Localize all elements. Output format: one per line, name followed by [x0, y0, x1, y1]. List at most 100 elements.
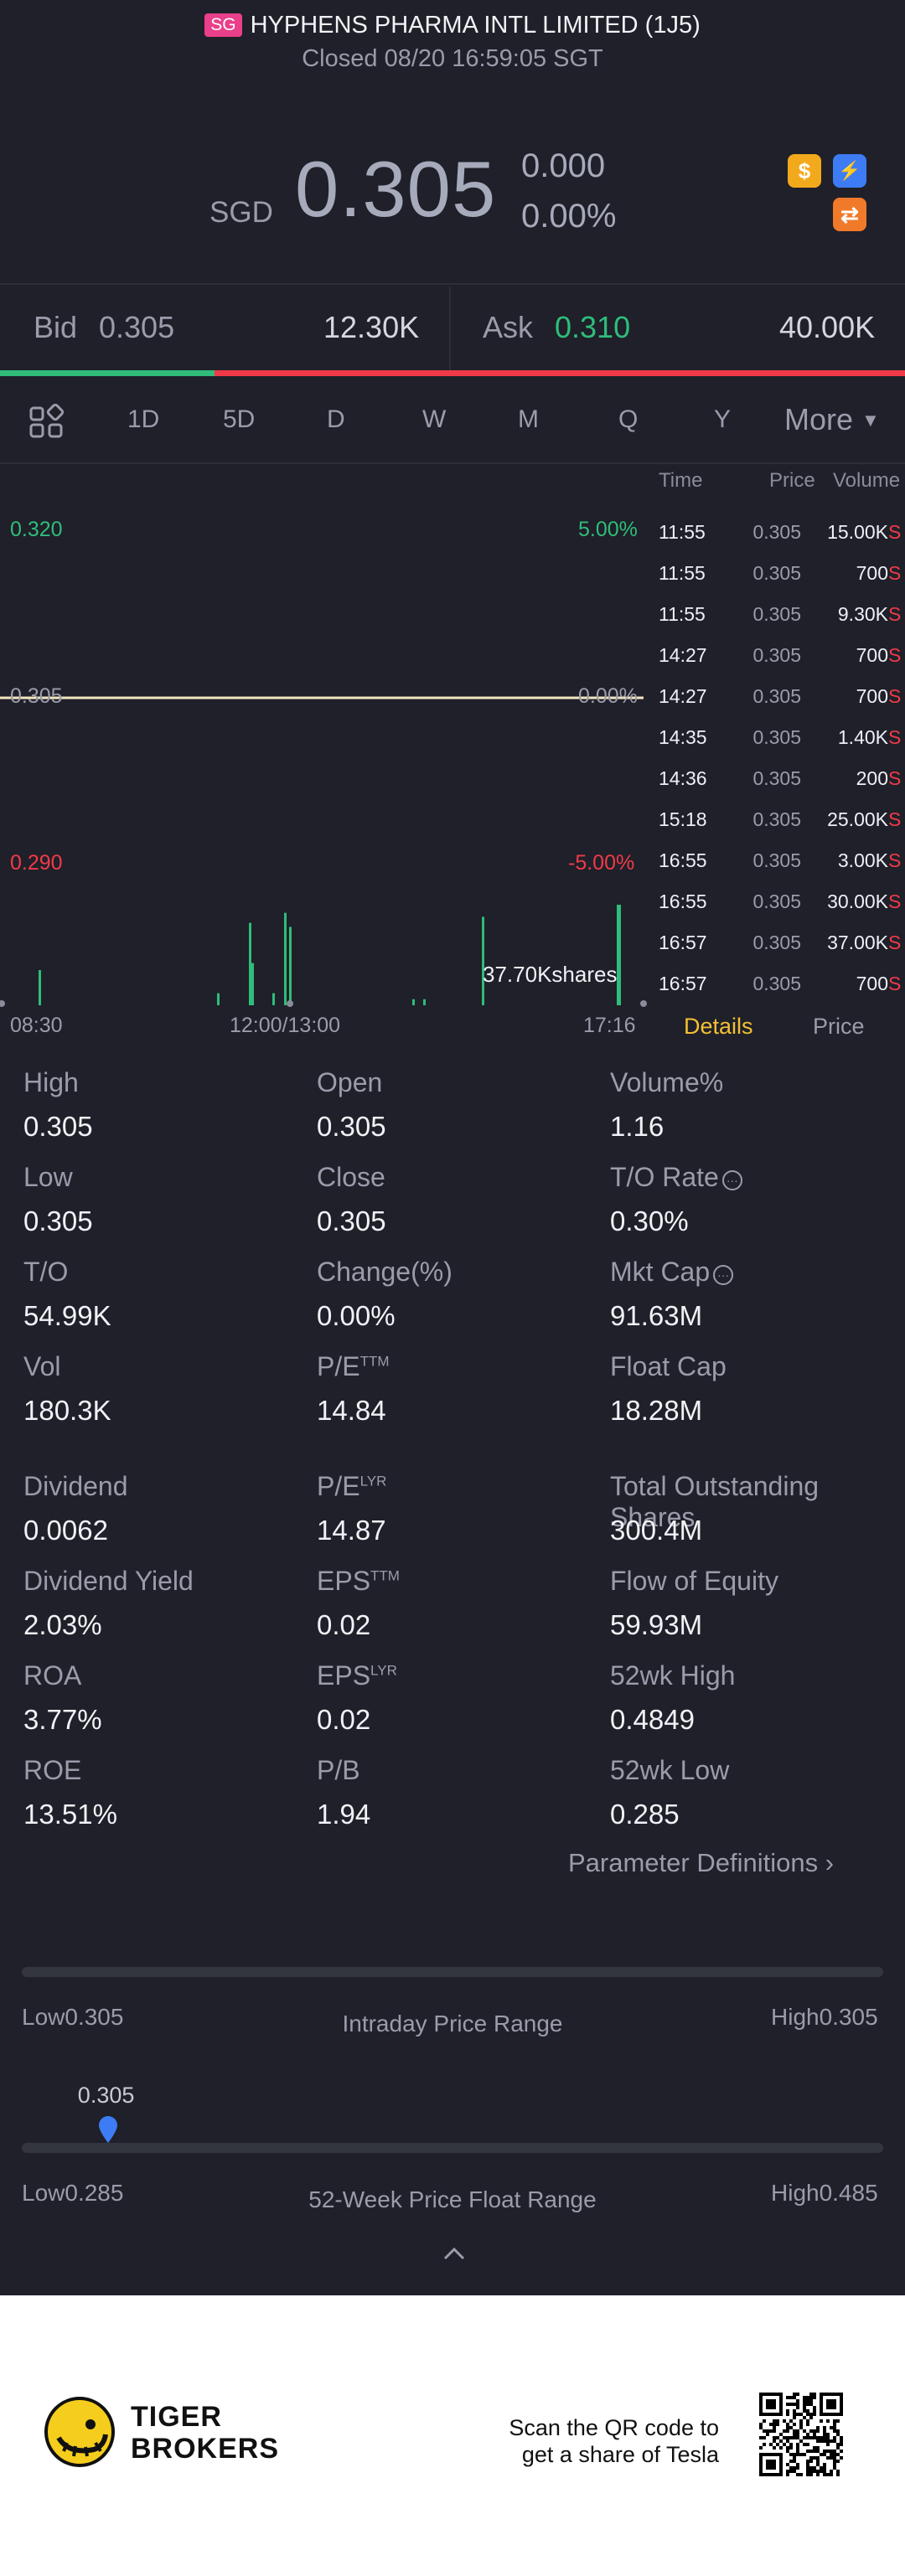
qr-module: [803, 2403, 806, 2406]
qr-module: [766, 2460, 776, 2470]
qr-module: [779, 2433, 783, 2436]
tab-y[interactable]: Y: [714, 405, 732, 433]
qr-module: [803, 2436, 806, 2439]
qr-module: [833, 2453, 836, 2456]
volume-bar: [289, 927, 292, 1005]
qr-module: [836, 2453, 840, 2456]
intraday-chart[interactable]: [0, 465, 654, 1035]
tab-q[interactable]: Q: [618, 405, 639, 433]
dollar-icon[interactable]: $: [788, 154, 821, 188]
volume-bar: [39, 970, 41, 1005]
qr-module: [823, 2463, 826, 2466]
info-icon[interactable]: ···: [721, 1170, 742, 1190]
tab-m[interactable]: M: [518, 405, 539, 433]
stat-label-text: Change(%): [317, 1257, 452, 1287]
stat-label: T/O Rate ···: [610, 1162, 742, 1193]
qr-module: [820, 2436, 823, 2439]
info-icon[interactable]: ···: [713, 1265, 734, 1285]
qr-module: [773, 2439, 776, 2443]
tab-more[interactable]: More ▼: [784, 402, 880, 437]
qr-module: [796, 2463, 799, 2466]
tick-time: 16:57: [659, 932, 707, 953]
qr-module: [840, 2439, 843, 2443]
chevron-up-icon[interactable]: [442, 2245, 466, 2262]
stat-value: 59.93M: [610, 1609, 703, 1640]
qr-module: [783, 2436, 786, 2439]
qr-module: [803, 2416, 806, 2419]
qr-module: [779, 2446, 783, 2450]
qr-module: [773, 2429, 776, 2433]
tab-5d[interactable]: 5D: [223, 405, 256, 433]
qr-module: [789, 2396, 793, 2399]
qr-module: [806, 2450, 809, 2453]
qr-module: [806, 2466, 809, 2470]
stat-label-suffix: LYR: [359, 1473, 387, 1489]
qr-module: [809, 2456, 813, 2460]
qr-module: [789, 2460, 793, 2463]
stat-label: Open: [317, 1067, 382, 1098]
qr-module: [786, 2423, 789, 2426]
qr-module: [786, 2446, 789, 2450]
stat-label: Low: [23, 1162, 73, 1193]
qr-module: [813, 2456, 816, 2460]
tick-time: 11:55: [659, 521, 706, 543]
parameter-definitions-link[interactable]: Parameter Definitions ›: [568, 1848, 834, 1878]
qr-module: [806, 2433, 809, 2436]
qr-module: [793, 2456, 796, 2460]
flash-trade-icon[interactable]: ⚡: [833, 154, 866, 188]
stat-label-text: 52wk High: [610, 1660, 736, 1691]
stat-label: 52wk Low: [610, 1755, 729, 1786]
tab-w[interactable]: W: [422, 405, 447, 433]
tick-price: 0.305: [752, 891, 801, 912]
qr-module: [796, 2450, 799, 2453]
qr-module: [813, 2429, 816, 2433]
qr-module: [796, 2436, 799, 2439]
stat-value: 0.305: [317, 1205, 386, 1236]
swap-icon[interactable]: ⇄: [833, 198, 866, 231]
y-label-mid: 0.305: [10, 684, 63, 708]
parameter-definitions-label: Parameter Definitions: [568, 1848, 819, 1877]
stat-label-text: P/E: [317, 1471, 360, 1501]
qr-module: [826, 2419, 830, 2423]
qr-module: [820, 2439, 823, 2443]
qr-module: [820, 2419, 823, 2423]
tab-1d[interactable]: 1D: [127, 405, 160, 433]
qr-module: [823, 2433, 826, 2436]
price-change-pct: 0.00%: [521, 198, 617, 235]
ticks-header-price: Price: [769, 469, 815, 492]
stat-label: ROA: [23, 1660, 81, 1691]
chart-layout-icon[interactable]: [28, 403, 65, 441]
bid-label: Bid: [34, 310, 78, 344]
stat-label: Dividend: [23, 1471, 128, 1502]
qr-module: [806, 2470, 809, 2473]
stock-title: SG HYPHENS PHARMA INTL LIMITED (1J5): [0, 12, 905, 39]
qr-module: [786, 2450, 789, 2453]
qr-module: [813, 2413, 816, 2416]
chevron-right-icon: ›: [825, 1848, 835, 1877]
qr-module: [806, 2399, 809, 2403]
qr-module: [759, 2436, 763, 2439]
x-axis-dot: [0, 1000, 5, 1007]
stat-label: EPSTTM: [317, 1566, 400, 1597]
qr-module: [830, 2450, 833, 2453]
stat-value: 91.63M: [610, 1300, 703, 1331]
bid-ratio-bar: [0, 370, 215, 376]
qr-module: [793, 2393, 796, 2396]
tab-d[interactable]: D: [327, 405, 345, 433]
qr-module: [783, 2419, 786, 2423]
tab-price[interactable]: Price: [813, 1014, 865, 1039]
tick-volume: 700: [856, 685, 888, 707]
qr-module: [793, 2466, 796, 2470]
tick-volume: 200: [856, 767, 888, 789]
qr-module: [826, 2436, 830, 2439]
qr-cta: Scan the QR code to get a share of Tesla: [486, 2414, 719, 2468]
tab-details[interactable]: Details: [684, 1014, 753, 1039]
stat-value: 0.30%: [610, 1205, 689, 1236]
tick-volume: 700: [856, 644, 888, 666]
stat-value: 1.94: [317, 1799, 371, 1830]
tick-side: S: [888, 726, 902, 748]
qr-module: [773, 2426, 776, 2429]
tick-time: 16:55: [659, 891, 707, 912]
qr-module: [783, 2443, 786, 2446]
qr-module: [809, 2393, 813, 2396]
